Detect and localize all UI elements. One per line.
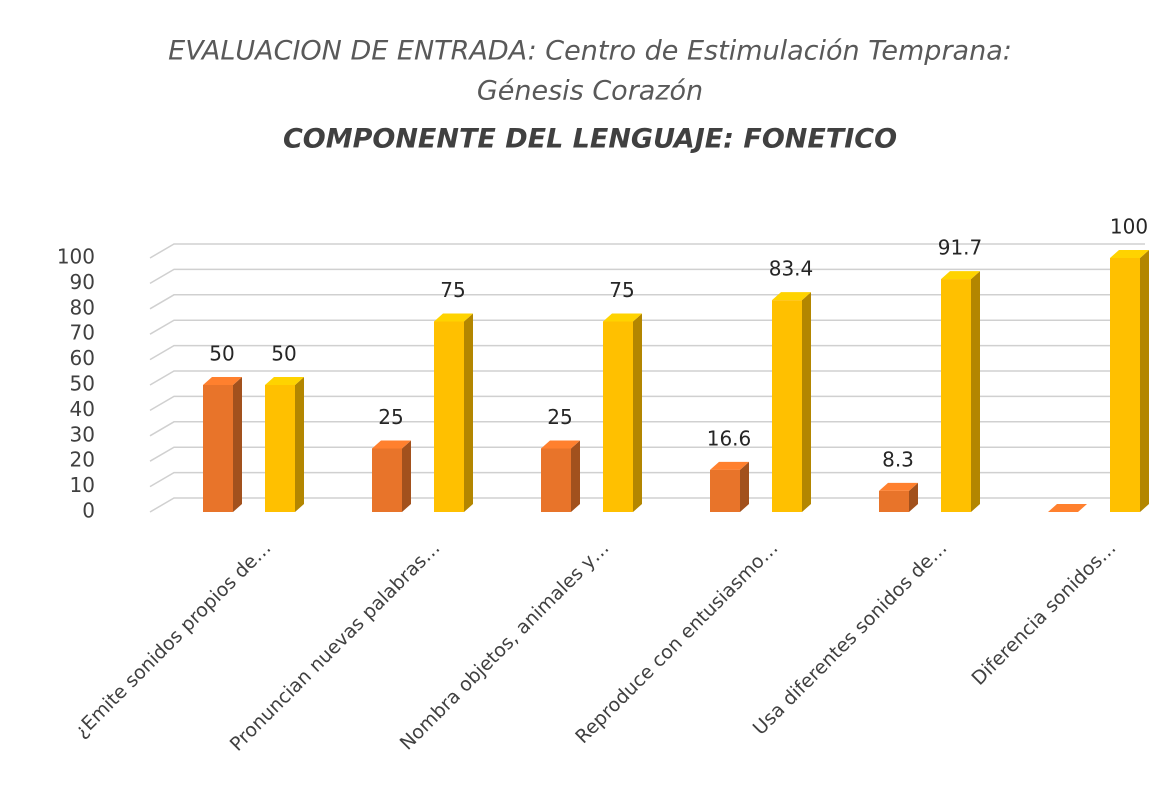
bar-face [464,313,473,512]
grid-line [149,395,1145,412]
data-label: 50 [271,342,296,366]
y-tick-label: 10 [70,473,95,497]
bar-face [402,440,411,512]
y-tick-label: 50 [70,372,95,396]
bar-face [603,321,633,512]
data-label: 25 [547,405,572,429]
bar [265,377,304,512]
y-tick-label: 80 [70,295,95,319]
y-tick-label: 0 [82,499,95,523]
bar-face [1110,250,1149,258]
bar [203,377,242,512]
chart-subtitle: COMPONENTE DEL LENGUAJE: FONETICO [283,124,897,155]
bar-face [710,469,740,512]
grid-line [149,497,1145,513]
bar-face [203,385,233,512]
bar-face [740,461,749,512]
y-tick-label: 40 [70,397,95,421]
grid-line [149,319,1145,335]
bar-face [541,448,571,512]
data-label: 16.6 [707,426,752,450]
bar-face [233,377,242,512]
bar-face [265,385,295,512]
bar-face [295,377,304,512]
data-label: 91.7 [938,236,983,260]
x-tick-label: ¿Emite sonidos propios de… [70,537,275,742]
data-label: 8.3 [882,447,914,471]
bar-face [434,313,473,322]
bar [941,271,980,512]
bar [772,292,811,512]
grid-line [149,446,1145,462]
y-tick-label: 70 [70,321,95,345]
bar-face [603,313,642,322]
data-label: 75 [440,278,465,302]
bar [541,440,580,512]
bar [372,440,411,512]
bar-face [909,482,918,512]
bar-face [372,440,411,449]
bar-face [879,490,909,512]
bar [1110,250,1149,512]
bar-face [203,377,242,385]
grid-line [149,421,1145,437]
x-tick-label: Usa diferentes sonidos de… [749,537,952,740]
data-label: 83.4 [769,257,814,281]
bar-face [1140,250,1149,512]
data-label: 100 [1110,215,1148,239]
data-label: 25 [378,405,403,429]
bar-face [879,482,918,491]
bar [710,461,749,512]
bar-face [710,461,749,470]
bar-face [941,271,980,280]
chart-title: Génesis Corazón [477,76,703,107]
bar-face [372,448,402,512]
grid-line [149,268,1145,285]
x-tick-label: Reproduce con entusiasmo… [571,537,782,748]
grid-line [149,294,1145,310]
x-tick-label: Diferencia sonidos… [968,537,1121,690]
bar-face [541,440,580,449]
y-tick-label: 90 [70,270,95,294]
chart-title: EVALUACION DE ENTRADA: Centro de Estimul… [168,36,1012,67]
bar-face [434,321,464,512]
bar-face [633,313,642,512]
bar-face [1110,258,1140,512]
bar-face [772,292,811,301]
data-label: 75 [609,278,634,302]
bar-face [571,440,580,512]
grid-line [149,471,1145,488]
grid-line [149,344,1145,361]
grid-line [149,243,1145,259]
bar-face [941,279,971,512]
y-tick-label: 100 [57,245,95,269]
bar-face [1048,504,1087,512]
bar-face [772,300,802,512]
data-label: 50 [209,342,234,366]
y-tick-label: 30 [70,422,95,446]
bar-face [971,271,980,512]
grid-line [149,370,1145,386]
bar-face [802,292,811,512]
bar [879,482,918,512]
bar [1048,504,1087,512]
bar-face [265,377,304,385]
bar [603,313,642,512]
y-tick-label: 60 [70,346,95,370]
y-tick-label: 20 [70,448,95,472]
bar [434,313,473,512]
